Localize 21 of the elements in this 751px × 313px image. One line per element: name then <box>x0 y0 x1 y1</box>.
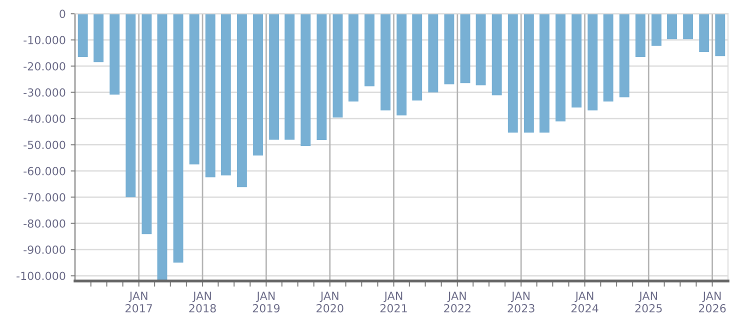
x-tick-label: JAN 2019 <box>252 292 280 312</box>
x-tick-label: JAN 2020 <box>316 292 344 312</box>
x-tick-label: JAN 2018 <box>189 292 216 312</box>
x-tick-label: JAN 2017 <box>126 292 152 312</box>
y-tick-label: -70.000 <box>24 193 66 202</box>
y-tick-label: -80.000 <box>24 219 66 228</box>
x-tick-label: JAN 2021 <box>380 292 407 312</box>
y-tick-label: 0 <box>60 10 66 18</box>
y-tick-label: -90.000 <box>24 246 66 254</box>
x-tick-label: JAN 2023 <box>508 292 534 312</box>
y-tick-label: -30.000 <box>24 88 66 97</box>
y-tick-label: -10.000 <box>24 36 66 44</box>
y-tick-label: -20.000 <box>24 62 66 70</box>
x-tick-label: JAN 2026 <box>698 292 726 312</box>
y-tick-label: -60.000 <box>24 166 66 176</box>
y-tick-label: -40.000 <box>24 114 66 123</box>
y-tick-label: -100.000 <box>16 272 66 280</box>
x-tick-label: JAN 2022 <box>444 292 470 312</box>
x-tick-label: JAN 2024 <box>571 292 598 312</box>
x-tick-label: JAN 2025 <box>635 292 662 312</box>
y-tick-label: -50.000 <box>24 140 66 150</box>
